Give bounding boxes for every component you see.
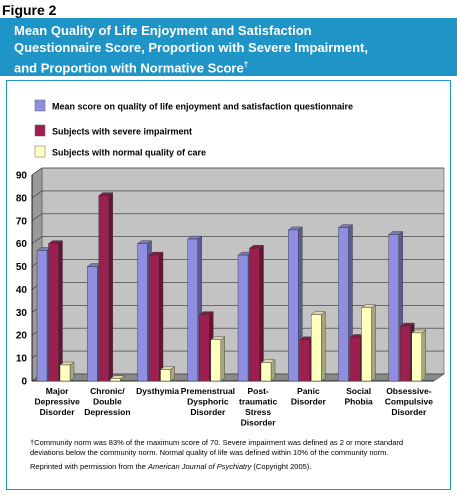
- bar-s3-c3: [160, 369, 171, 382]
- y-tick-label-40: 40: [16, 285, 28, 296]
- x-tick-label-2-line-1: Chronic/: [90, 386, 125, 396]
- legend-swatch-2: [34, 124, 46, 137]
- title-line-1: Mean Quality of Life Enjoyment and Satis…: [14, 23, 312, 38]
- title-banner: Mean Quality of Life Enjoyment and Satis…: [0, 18, 457, 76]
- x-tick-label-5-line-3: Stress: [245, 407, 271, 417]
- x-tick-label-7-line-1: Social: [346, 386, 371, 396]
- x-tick-label-8-line-2: Compulsive: [385, 397, 433, 407]
- y-tick-label-80: 80: [16, 193, 28, 204]
- title-line-2: Questionnaire Score, Proportion with Sev…: [14, 40, 368, 55]
- y-tick-label-20: 20: [16, 331, 28, 342]
- reprint-note: Reprinted with permission from the Ameri…: [30, 462, 311, 472]
- bar-side-s2-c3: [158, 251, 164, 382]
- x-tick-label-6-line-2: Disorder: [291, 397, 327, 407]
- title-dagger: †: [243, 60, 249, 69]
- x-tick-label-1-line-1: Major: [46, 386, 69, 396]
- bar-side-s3-c6: [321, 311, 326, 382]
- bar-s3-c2: [110, 378, 121, 382]
- legend-swatch-3: [34, 145, 46, 158]
- legend-label-2: Subjects with severe impairment: [52, 127, 192, 137]
- x-tick-label-1-line-3: Disorder: [40, 407, 76, 417]
- y-tick-label-10: 10: [16, 354, 28, 365]
- title-line-3-text: and Proportion with Normative Score: [14, 60, 244, 76]
- bar-side-s2-c2: [108, 192, 113, 382]
- bar-side-s3-c8: [421, 329, 426, 382]
- bar-s1-c7: [338, 227, 349, 382]
- y-tick-label-50: 50: [16, 262, 28, 273]
- x-tick-label-4-line-3: Disorder: [190, 407, 226, 417]
- bar-s1-c8: [388, 234, 399, 382]
- bar-s1-c5: [237, 254, 249, 382]
- footnote-line-1: †Community norm was 83% of the maximum s…: [30, 438, 404, 447]
- bar-side-s2-c1: [58, 240, 63, 382]
- legend-label-3: Subjects with normal quality of care: [52, 148, 206, 158]
- bar-s1-c1: [36, 250, 48, 382]
- bar-s2-c2: [98, 195, 109, 382]
- x-tick-label-2-line-3: Depression: [84, 407, 130, 417]
- gridline-70: [31, 213, 444, 222]
- reprint-prefix: Reprinted with permission from the: [30, 462, 148, 471]
- figure-label: Figure 2: [2, 2, 57, 18]
- y-tick-label-70: 70: [16, 216, 28, 227]
- reprint-journal: American Journal of Psychiatry: [147, 462, 252, 471]
- bar-s2-c4: [199, 314, 210, 382]
- y-tick-label-60: 60: [16, 239, 28, 250]
- x-tick-label-1-line-2: Depressive: [34, 397, 80, 407]
- bar-s2-c7: [349, 337, 361, 382]
- x-tick-label-7-line-2: Phobia: [344, 397, 373, 407]
- bar-side-s3-c4: [220, 336, 225, 382]
- legend-label-1: Mean score on quality of life enjoyment …: [52, 102, 353, 112]
- bar-s1-c2: [87, 266, 98, 382]
- x-tick-label-5-line-1: Post-: [248, 386, 269, 396]
- reprint-suffix: (Copyright 2005).: [251, 462, 312, 471]
- legend-swatch-1: [34, 99, 46, 112]
- bar-s3-c4: [210, 339, 221, 382]
- x-tick-label-8-line-3: Disorder: [391, 407, 427, 417]
- bar-side-s2-c5: [259, 244, 264, 382]
- bar-s3-c6: [311, 314, 322, 382]
- x-tick-label-8-line-1: Obsessive-: [386, 386, 432, 396]
- bar-s2-c6: [299, 339, 310, 382]
- x-tick-label-4-line-1: Premenstrual: [181, 386, 235, 396]
- footnote-line-2: deviations below the community norm. Nor…: [30, 448, 389, 457]
- bar-side-s3-c1: [69, 361, 75, 382]
- bar-s1-c6: [288, 229, 299, 382]
- bar-s2-c8: [400, 325, 411, 382]
- bar-s1-c3: [137, 243, 148, 382]
- bar-side-s3-c5: [270, 359, 276, 382]
- bar-s3-c8: [411, 332, 422, 382]
- bar-s3-c7: [361, 307, 372, 382]
- bar-s2-c1: [48, 243, 59, 382]
- y-tick-label-30: 30: [16, 308, 28, 319]
- bar-s2-c3: [148, 254, 160, 382]
- bar-s3-c5: [260, 362, 272, 382]
- gridline-90: [31, 167, 444, 176]
- x-tick-label-2-line-2: Double: [93, 397, 122, 407]
- x-tick-label-5-line-2: traumatic: [239, 397, 278, 407]
- bar-s2-c5: [249, 248, 260, 382]
- bar-s3-c1: [59, 364, 71, 382]
- bar-side-s3-c7: [371, 304, 376, 382]
- y-tick-label-0: 0: [21, 377, 27, 388]
- x-tick-label-6-line-1: Panic: [297, 386, 320, 396]
- y-tick-label-90: 90: [16, 171, 28, 182]
- x-tick-label-4-line-2: Dysphoric: [187, 397, 229, 407]
- gridline-80: [31, 190, 444, 199]
- title-line-3: and Proportion with Normative Score†: [0, 56, 457, 76]
- gridline-60: [31, 236, 444, 244]
- x-tick-label-5-line-4: Disorder: [241, 418, 277, 428]
- chart-panel: [6, 80, 451, 490]
- bar-s1-c4: [187, 238, 198, 382]
- x-tick-label-3-line-1: Dysthymia: [136, 386, 179, 396]
